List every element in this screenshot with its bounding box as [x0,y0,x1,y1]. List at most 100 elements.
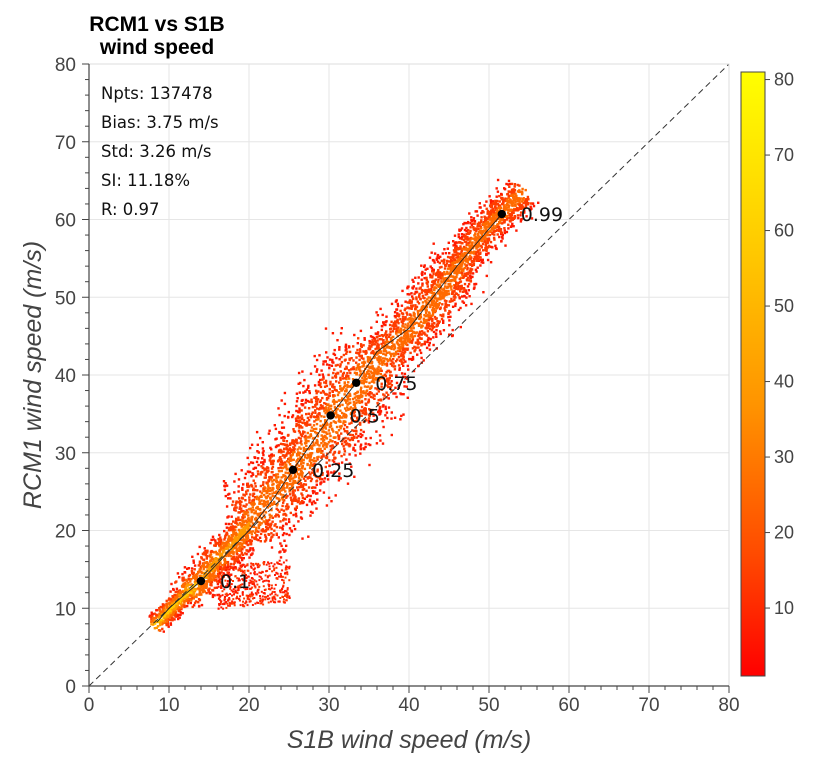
density-cell [243,494,246,497]
density-cell [234,509,237,512]
density-cell [299,381,302,385]
density-cell [251,473,255,476]
density-cell [455,259,459,262]
density-cell [376,358,379,362]
density-cell [368,376,372,379]
density-cell [489,201,493,204]
density-cell [241,488,244,491]
density-cell [276,502,279,506]
density-cell [431,302,434,305]
density-cell [397,364,401,367]
density-cell [331,459,334,462]
density-cell [464,289,467,292]
density-cell [512,197,516,200]
density-cell [341,403,344,407]
density-cell [449,286,452,289]
density-cell [280,544,283,548]
density-cell [250,517,253,520]
density-cell [296,472,300,476]
density-cell [510,188,514,191]
density-cell [456,255,459,258]
density-cell [463,266,466,270]
density-cell [437,289,440,293]
density-cell [439,332,442,336]
density-cell [267,484,270,487]
density-cell [227,497,230,500]
density-cell [302,458,305,462]
density-cell [433,286,436,289]
density-cell [214,543,218,546]
density-cell [193,590,197,593]
density-cell [351,378,355,381]
density-cell [245,539,249,542]
density-cell [438,283,442,287]
density-cell [310,398,313,401]
density-cell [232,520,235,523]
density-cell [327,496,331,499]
density-cell [335,356,338,360]
density-cell [319,404,323,407]
density-cell [260,522,263,525]
density-cell [158,615,161,618]
density-cell [452,256,455,259]
density-cell [486,231,489,234]
density-cell [443,258,446,261]
density-cell [487,223,491,227]
density-cell [223,536,227,540]
density-cell [297,476,301,480]
density-cell [379,372,382,376]
density-cell [211,588,214,592]
density-cell [213,594,216,597]
density-cell [524,188,527,192]
density-cell [307,535,310,538]
density-cell [324,412,327,415]
density-cell [491,226,494,230]
density-cell [395,374,398,377]
density-cell [506,208,509,212]
density-cell [512,201,515,205]
density-cell [434,278,437,281]
density-cell [260,492,263,495]
density-cell [468,246,472,249]
density-cell [507,211,510,214]
density-cell [423,321,426,324]
density-cell [182,582,185,585]
density-cell [248,498,251,502]
density-cell [281,443,285,446]
density-cell [323,447,326,450]
density-cell [342,414,345,417]
density-cell [459,247,463,250]
density-cell [292,513,295,517]
density-cell [203,585,206,588]
density-cell [390,327,393,330]
density-cell [283,436,286,440]
density-cell [453,294,456,297]
density-cell [174,614,178,618]
density-cell [434,304,437,307]
density-cell [486,221,490,225]
density-cell [311,503,314,506]
density-cell [392,348,396,351]
density-cell [274,523,277,526]
density-cell [522,198,525,201]
density-cell [409,329,412,333]
density-cell [268,487,272,490]
density-cell [404,316,407,319]
density-cell [429,305,432,309]
density-cell [229,550,232,554]
density-cell [319,391,323,394]
density-cell [357,368,361,371]
density-cell [181,590,185,594]
density-cell [276,473,280,476]
density-cell [235,522,239,525]
density-cell [400,328,403,332]
density-cell [514,192,517,196]
density-cell [507,194,510,198]
density-cell [503,199,506,202]
density-cell [432,343,435,347]
density-cell [345,414,348,418]
density-cell [430,303,433,306]
density-cell [321,435,325,438]
density-cell [345,352,348,355]
density-cell [380,385,383,388]
